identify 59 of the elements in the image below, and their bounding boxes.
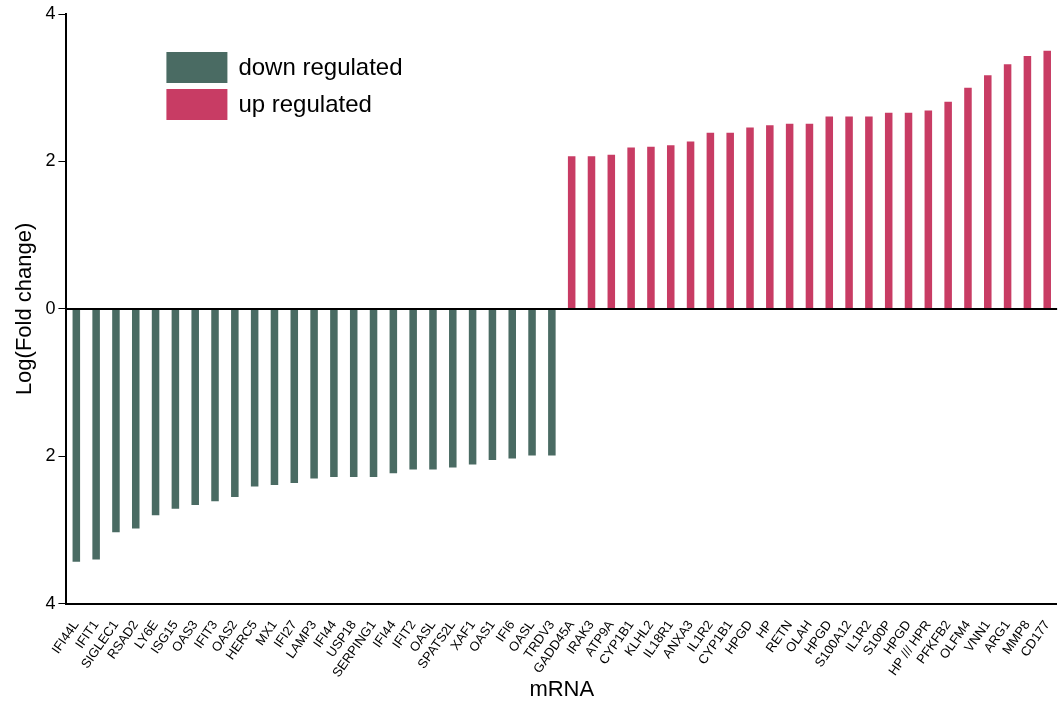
bar (468, 309, 477, 465)
bar (766, 125, 774, 309)
bar (726, 132, 734, 309)
bar (508, 309, 516, 459)
bar (231, 309, 239, 497)
bar (1023, 56, 1032, 309)
bar (825, 116, 834, 309)
y-tick-label: 4 (45, 592, 56, 613)
bar (449, 309, 457, 468)
bar (151, 309, 160, 516)
bar (567, 156, 576, 309)
bar (528, 309, 536, 456)
bar (171, 309, 180, 509)
bar (349, 309, 358, 477)
bar (250, 309, 259, 487)
bar (964, 87, 972, 309)
bar (884, 112, 893, 309)
bar (330, 309, 338, 477)
legend-label: up regulated (238, 89, 372, 117)
y-tick-label: 2 (45, 445, 56, 466)
bar (865, 116, 873, 309)
bar (647, 146, 655, 309)
y-tick-label: 2 (45, 150, 56, 171)
bar (92, 309, 100, 560)
bar (746, 127, 754, 309)
bar (1003, 64, 1012, 309)
bar (785, 123, 794, 309)
legend-label: down regulated (238, 52, 403, 80)
bar (270, 309, 279, 486)
bar (409, 309, 417, 470)
bar (112, 309, 120, 533)
bar (488, 309, 497, 461)
bar (587, 156, 596, 309)
x-axis-title: mRNA (529, 675, 595, 701)
bar (548, 309, 556, 456)
bar (429, 309, 437, 470)
y-axis-title: Log(Fold change) (11, 222, 37, 396)
y-tick-label: 0 (45, 297, 56, 318)
bar (607, 154, 616, 309)
bar (706, 132, 715, 309)
bar (191, 309, 199, 506)
bar (369, 309, 378, 477)
bar (944, 101, 952, 309)
bar (389, 309, 398, 474)
bar (666, 145, 675, 309)
bar (290, 309, 299, 483)
bar (627, 147, 635, 309)
bar (132, 309, 140, 529)
bar (211, 309, 219, 502)
bar (1043, 50, 1051, 309)
bar (984, 75, 992, 309)
y-tick-label: 4 (45, 2, 56, 23)
bar (845, 116, 853, 309)
bar (805, 123, 814, 309)
bar (924, 110, 933, 309)
bar (686, 141, 695, 309)
bar (904, 112, 913, 309)
bar (72, 309, 81, 562)
bar (310, 309, 318, 479)
